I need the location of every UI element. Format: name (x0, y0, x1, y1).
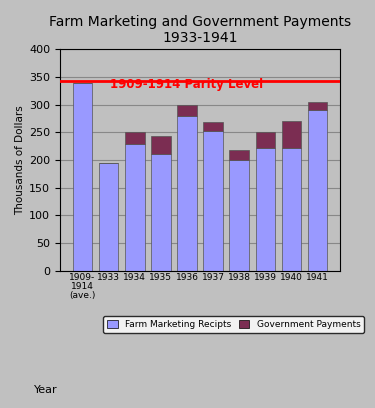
Bar (230, 151, 249, 160)
Bar (308, 102, 327, 110)
Bar (151, 154, 171, 271)
Bar (282, 148, 301, 271)
Bar (308, 110, 327, 271)
Title: Farm Marketing and Government Payments
1933-1941: Farm Marketing and Government Payments 1… (49, 15, 351, 45)
Text: 1909-1914 Parity Level: 1909-1914 Parity Level (111, 78, 264, 91)
Bar (177, 115, 197, 271)
Bar (256, 132, 275, 148)
Legend: Farm Marketing Recipts, Government Payments: Farm Marketing Recipts, Government Payme… (104, 316, 364, 333)
Bar (203, 122, 223, 131)
Bar (230, 160, 249, 271)
Y-axis label: Thousands of Dollars: Thousands of Dollars (15, 105, 25, 215)
Bar (73, 84, 92, 271)
Bar (99, 163, 118, 271)
Bar (177, 104, 197, 115)
Bar (282, 121, 301, 148)
Bar (203, 131, 223, 271)
Bar (151, 136, 171, 154)
Bar (256, 148, 275, 271)
Text: Year: Year (34, 385, 57, 395)
Bar (125, 144, 145, 271)
Bar (125, 132, 145, 144)
